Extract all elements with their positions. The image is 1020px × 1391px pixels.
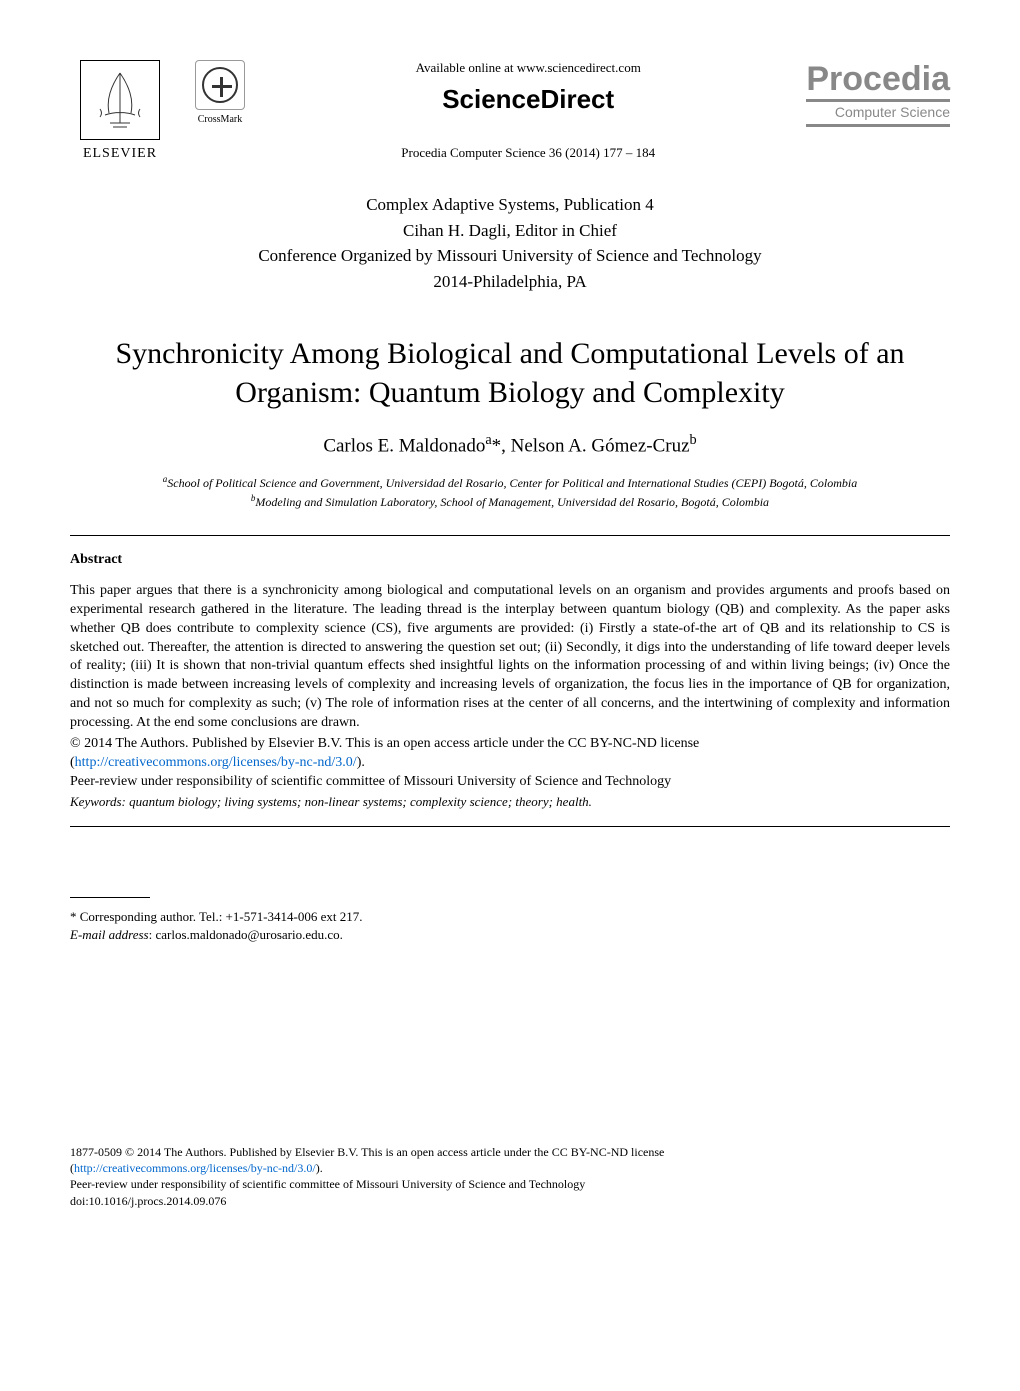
header-center: Available online at www.sciencedirect.co… — [250, 60, 806, 161]
conference-line-4: 2014-Philadelphia, PA — [70, 269, 950, 295]
copyright-line: © 2014 The Authors. Published by Elsevie… — [70, 735, 950, 754]
email-footnote: E-mail address: carlos.maldonado@urosari… — [70, 926, 950, 944]
affiliations: aSchool of Political Science and Governm… — [70, 473, 950, 511]
abstract-text: This paper argues that there is a synchr… — [70, 582, 950, 733]
authors: Carlos E. Maldonadoa*, Nelson A. Gómez-C… — [70, 432, 950, 457]
crossmark-label: CrossMark — [198, 114, 242, 125]
crossmark-badge[interactable]: CrossMark — [190, 60, 250, 125]
author-1-corresponding-mark: * — [492, 435, 502, 456]
page-footer: 1877-0509 © 2014 The Authors. Published … — [70, 1144, 950, 1209]
conference-block: Complex Adaptive Systems, Publication 4 … — [70, 192, 950, 294]
sciencedirect-logo: ScienceDirect — [270, 84, 786, 115]
author-1-name: Carlos E. Maldonado — [323, 435, 485, 456]
license-url-line: (http://creativecommons.org/licenses/by-… — [70, 754, 950, 773]
elsevier-text: ELSEVIER — [83, 146, 157, 162]
divider-top — [70, 535, 950, 536]
elsevier-tree-icon — [80, 60, 160, 140]
elsevier-logo: ELSEVIER — [70, 60, 170, 162]
license-url[interactable]: http://creativecommons.org/licenses/by-n… — [75, 755, 357, 770]
footer-license-line: (http://creativecommons.org/licenses/by-… — [70, 1160, 950, 1176]
peer-review-line: Peer-review under responsibility of scie… — [70, 773, 950, 792]
affiliation-a: aSchool of Political Science and Governm… — [70, 473, 950, 492]
author-2-affil: b — [690, 432, 697, 448]
conference-line-2: Cihan H. Dagli, Editor in Chief — [70, 218, 950, 244]
corresponding-footnote: * Corresponding author. Tel.: +1-571-341… — [70, 908, 950, 926]
footer-issn-line: 1877-0509 © 2014 The Authors. Published … — [70, 1144, 950, 1160]
header-right: Procedia Computer Science — [806, 60, 950, 127]
paper-title: Synchronicity Among Biological and Compu… — [70, 334, 950, 412]
procedia-citation: Procedia Computer Science 36 (2014) 177 … — [270, 145, 786, 161]
available-online-text: Available online at www.sciencedirect.co… — [270, 60, 786, 76]
abstract-heading: Abstract — [70, 552, 950, 568]
crossmark-icon — [195, 60, 245, 110]
keywords: Keywords: quantum biology; living system… — [70, 794, 950, 810]
affiliation-b: bModeling and Simulation Laboratory, Sch… — [70, 492, 950, 511]
procedia-sublabel: Computer Science — [806, 104, 950, 127]
footer-peer-review: Peer-review under responsibility of scie… — [70, 1176, 950, 1192]
footer-doi: doi:10.1016/j.procs.2014.09.076 — [70, 1193, 950, 1209]
conference-line-1: Complex Adaptive Systems, Publication 4 — [70, 192, 950, 218]
header-row: ELSEVIER CrossMark Available online at w… — [70, 60, 950, 162]
footnote-rule — [70, 897, 150, 898]
header-left: ELSEVIER CrossMark — [70, 60, 250, 162]
procedia-logo: Procedia — [806, 60, 950, 102]
conference-line-3: Conference Organized by Missouri Univers… — [70, 243, 950, 269]
divider-bottom — [70, 826, 950, 827]
author-2-name: Nelson A. Gómez-Cruz — [511, 435, 690, 456]
footer-license-url[interactable]: http://creativecommons.org/licenses/by-n… — [74, 1161, 316, 1175]
